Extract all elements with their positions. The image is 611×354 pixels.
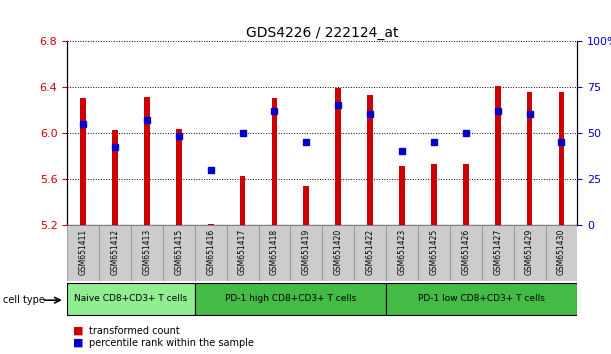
Bar bbox=[176, 129, 181, 225]
FancyBboxPatch shape bbox=[99, 225, 131, 281]
Bar bbox=[304, 186, 309, 225]
FancyBboxPatch shape bbox=[195, 225, 227, 281]
Bar bbox=[80, 98, 86, 225]
FancyBboxPatch shape bbox=[163, 225, 195, 281]
Title: GDS4226 / 222124_at: GDS4226 / 222124_at bbox=[246, 26, 398, 40]
Text: GSM651413: GSM651413 bbox=[142, 229, 152, 275]
Text: GSM651422: GSM651422 bbox=[365, 229, 375, 275]
Text: GSM651429: GSM651429 bbox=[525, 229, 534, 275]
FancyBboxPatch shape bbox=[131, 225, 163, 281]
Text: cell type: cell type bbox=[3, 295, 45, 305]
Bar bbox=[463, 164, 469, 225]
FancyBboxPatch shape bbox=[546, 225, 577, 281]
Text: GSM651419: GSM651419 bbox=[302, 229, 311, 275]
Text: GSM651416: GSM651416 bbox=[206, 229, 215, 275]
Text: PD-1 low CD8+CD3+ T cells: PD-1 low CD8+CD3+ T cells bbox=[419, 294, 545, 303]
Bar bbox=[558, 92, 565, 225]
Text: GSM651427: GSM651427 bbox=[493, 229, 502, 275]
FancyBboxPatch shape bbox=[323, 225, 354, 281]
Bar bbox=[272, 98, 277, 225]
Bar bbox=[367, 95, 373, 225]
Text: ■: ■ bbox=[73, 326, 84, 336]
Bar bbox=[67, 283, 195, 315]
Text: transformed count: transformed count bbox=[89, 326, 180, 336]
Text: GSM651412: GSM651412 bbox=[111, 229, 120, 275]
Text: GSM651417: GSM651417 bbox=[238, 229, 247, 275]
Text: GSM651420: GSM651420 bbox=[334, 229, 343, 275]
Bar bbox=[195, 283, 386, 315]
Text: GSM651425: GSM651425 bbox=[430, 229, 439, 275]
FancyBboxPatch shape bbox=[227, 225, 258, 281]
Bar bbox=[495, 86, 500, 225]
FancyBboxPatch shape bbox=[386, 225, 418, 281]
Bar bbox=[386, 283, 577, 315]
FancyBboxPatch shape bbox=[67, 225, 99, 281]
FancyBboxPatch shape bbox=[290, 225, 323, 281]
Text: GSM651430: GSM651430 bbox=[557, 229, 566, 275]
Text: GSM651423: GSM651423 bbox=[398, 229, 406, 275]
Bar bbox=[431, 164, 437, 225]
Text: ■: ■ bbox=[73, 338, 84, 348]
Text: GSM651411: GSM651411 bbox=[79, 229, 87, 275]
Text: PD-1 high CD8+CD3+ T cells: PD-1 high CD8+CD3+ T cells bbox=[225, 294, 356, 303]
FancyBboxPatch shape bbox=[418, 225, 450, 281]
Bar bbox=[335, 88, 341, 225]
Bar bbox=[144, 97, 150, 225]
FancyBboxPatch shape bbox=[514, 225, 546, 281]
Text: Naive CD8+CD3+ T cells: Naive CD8+CD3+ T cells bbox=[75, 294, 188, 303]
FancyBboxPatch shape bbox=[481, 225, 514, 281]
Text: percentile rank within the sample: percentile rank within the sample bbox=[89, 338, 254, 348]
Bar bbox=[240, 177, 246, 225]
Bar bbox=[399, 166, 405, 225]
Bar bbox=[208, 224, 214, 225]
FancyBboxPatch shape bbox=[258, 225, 290, 281]
Text: GSM651418: GSM651418 bbox=[270, 229, 279, 275]
FancyBboxPatch shape bbox=[450, 225, 481, 281]
Bar bbox=[112, 131, 118, 225]
Text: GSM651426: GSM651426 bbox=[461, 229, 470, 275]
Bar bbox=[527, 92, 532, 225]
Text: GSM651415: GSM651415 bbox=[174, 229, 183, 275]
FancyBboxPatch shape bbox=[354, 225, 386, 281]
